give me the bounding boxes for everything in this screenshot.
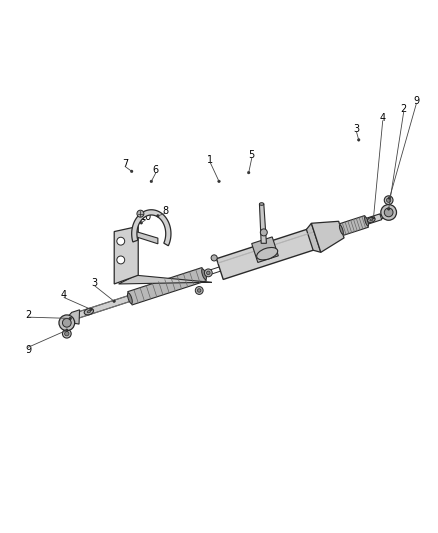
Circle shape	[372, 216, 375, 219]
Circle shape	[131, 170, 133, 173]
Ellipse shape	[370, 219, 373, 221]
Circle shape	[63, 329, 71, 338]
Polygon shape	[77, 295, 131, 318]
Circle shape	[247, 171, 250, 174]
Ellipse shape	[339, 225, 343, 235]
Ellipse shape	[259, 203, 264, 205]
Circle shape	[59, 315, 74, 330]
Text: 10: 10	[140, 212, 152, 222]
Circle shape	[386, 198, 391, 203]
Circle shape	[384, 208, 393, 217]
Ellipse shape	[87, 310, 91, 313]
Polygon shape	[366, 214, 382, 224]
Polygon shape	[64, 310, 80, 324]
Text: 4: 4	[61, 290, 67, 300]
Circle shape	[113, 300, 116, 303]
Circle shape	[357, 139, 360, 141]
Ellipse shape	[127, 293, 132, 304]
Circle shape	[198, 289, 201, 292]
Text: 9: 9	[413, 96, 420, 107]
Circle shape	[195, 287, 203, 294]
Circle shape	[117, 256, 125, 264]
Text: 1: 1	[207, 155, 213, 165]
Text: 5: 5	[249, 150, 255, 160]
Polygon shape	[339, 215, 368, 236]
Ellipse shape	[84, 309, 94, 315]
Circle shape	[388, 197, 391, 199]
Text: 3: 3	[92, 278, 98, 288]
Ellipse shape	[201, 269, 206, 279]
Text: 6: 6	[152, 165, 159, 175]
Polygon shape	[252, 237, 278, 262]
Circle shape	[384, 196, 393, 205]
Circle shape	[66, 329, 68, 332]
Text: 8: 8	[162, 206, 169, 216]
Text: 7: 7	[122, 159, 128, 169]
Polygon shape	[216, 228, 318, 279]
Polygon shape	[119, 275, 212, 284]
Circle shape	[207, 271, 210, 274]
Polygon shape	[136, 231, 158, 244]
Polygon shape	[307, 223, 321, 252]
Text: 2: 2	[401, 104, 407, 114]
Circle shape	[381, 205, 396, 220]
Circle shape	[211, 255, 217, 261]
Polygon shape	[114, 227, 138, 284]
Text: 9: 9	[25, 345, 31, 356]
Circle shape	[205, 269, 212, 277]
Ellipse shape	[367, 217, 375, 222]
Text: 4: 4	[380, 113, 386, 123]
Text: 3: 3	[353, 124, 360, 134]
Circle shape	[260, 229, 267, 236]
Circle shape	[150, 180, 152, 183]
Circle shape	[218, 180, 220, 183]
Circle shape	[387, 207, 390, 210]
Ellipse shape	[257, 247, 278, 260]
Circle shape	[140, 222, 143, 224]
Polygon shape	[128, 268, 206, 305]
Circle shape	[69, 317, 72, 320]
Circle shape	[65, 332, 69, 336]
Text: 2: 2	[25, 310, 32, 319]
Ellipse shape	[364, 217, 368, 226]
Circle shape	[63, 318, 71, 327]
Polygon shape	[259, 204, 266, 243]
Polygon shape	[311, 221, 344, 252]
Circle shape	[117, 237, 125, 245]
Circle shape	[137, 210, 144, 217]
Circle shape	[90, 308, 92, 311]
Polygon shape	[132, 210, 171, 246]
Circle shape	[156, 215, 159, 217]
